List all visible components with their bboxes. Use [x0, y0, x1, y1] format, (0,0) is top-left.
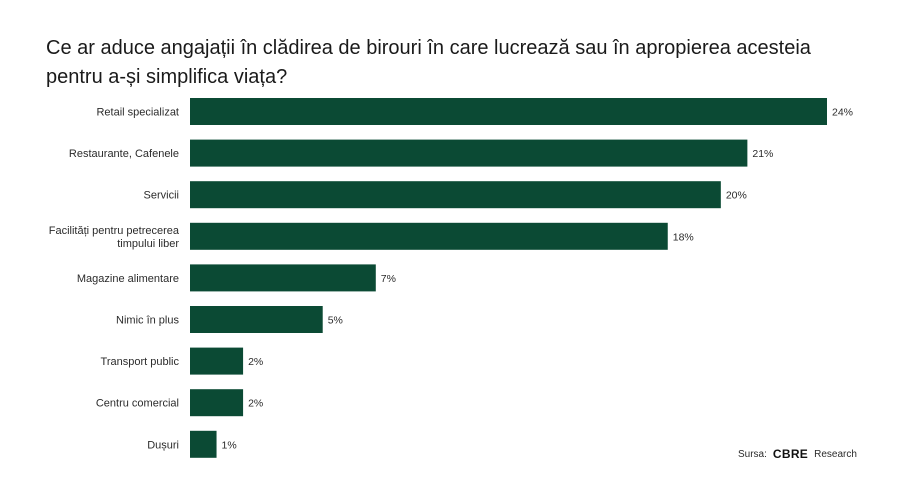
value-label: 20%	[726, 190, 747, 202]
value-label: 5%	[328, 315, 343, 327]
bar	[190, 264, 376, 292]
bar	[190, 98, 827, 125]
category-label: Retail specializat	[96, 107, 179, 119]
bar	[190, 347, 244, 375]
chart-title: Ce ar aduce angajații în clădirea de bir…	[46, 37, 811, 88]
category-label: Facilități pentru petrecerea timpului lib…	[49, 225, 180, 250]
value-label: 18%	[673, 231, 694, 243]
bar	[190, 389, 244, 417]
bar	[190, 430, 217, 458]
bar	[190, 222, 668, 250]
value-label: 2%	[248, 356, 263, 368]
value-label: 21%	[752, 148, 773, 160]
source-suffix: Research	[814, 448, 857, 460]
source-note: Sursa: CBRE Research	[738, 447, 857, 461]
category-label: Magazine alimentare	[77, 273, 179, 285]
category-label: Dușuri	[147, 439, 179, 451]
cbre-logo: CBRE	[772, 447, 809, 461]
bar	[190, 139, 748, 167]
category-label: Transport public	[101, 356, 180, 368]
bar	[190, 306, 323, 333]
value-label: 2%	[248, 398, 263, 410]
value-label: 7%	[381, 273, 396, 285]
category-label: Servicii	[144, 190, 179, 202]
value-label: 24%	[832, 107, 853, 119]
category-label: Nimic în plus	[116, 315, 179, 327]
bar	[190, 181, 721, 209]
category-label: Restaurante, Cafenele	[69, 148, 179, 160]
value-label: 1%	[222, 439, 237, 451]
category-label: Centru comercial	[96, 398, 179, 410]
source-prefix: Sursa:	[738, 448, 767, 460]
